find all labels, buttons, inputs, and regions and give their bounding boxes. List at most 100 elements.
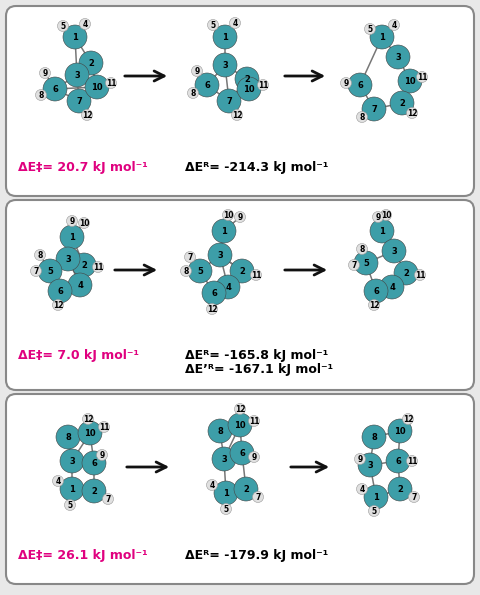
Circle shape — [230, 441, 254, 465]
Text: 11: 11 — [417, 73, 427, 82]
Text: ΔE’ᴿ= -167.1 kJ mol⁻¹: ΔE’ᴿ= -167.1 kJ mol⁻¹ — [185, 363, 333, 376]
Text: 1: 1 — [379, 227, 385, 236]
Circle shape — [93, 261, 104, 273]
Circle shape — [369, 506, 380, 516]
Circle shape — [369, 299, 380, 311]
Circle shape — [98, 421, 109, 433]
Circle shape — [386, 449, 410, 473]
Text: 10: 10 — [394, 427, 406, 436]
Circle shape — [394, 261, 418, 285]
Text: 7: 7 — [105, 494, 111, 503]
Circle shape — [388, 477, 412, 501]
Circle shape — [357, 243, 368, 255]
Text: 4: 4 — [391, 20, 396, 30]
Text: 9: 9 — [238, 212, 242, 221]
Circle shape — [415, 270, 425, 280]
Text: 9: 9 — [70, 217, 74, 226]
Text: 8: 8 — [371, 433, 377, 441]
Text: 10: 10 — [404, 77, 416, 86]
Circle shape — [80, 18, 91, 30]
Text: 9: 9 — [194, 67, 200, 76]
Text: 2: 2 — [81, 261, 87, 270]
Circle shape — [64, 499, 75, 511]
Circle shape — [213, 25, 237, 49]
Text: 1: 1 — [223, 488, 229, 497]
Circle shape — [56, 425, 80, 449]
Text: 6: 6 — [357, 80, 363, 89]
Circle shape — [229, 17, 240, 29]
Text: 11: 11 — [93, 262, 103, 271]
Text: 6: 6 — [91, 459, 97, 468]
Text: 2: 2 — [91, 487, 97, 496]
Text: 12: 12 — [407, 108, 417, 117]
Text: 10: 10 — [84, 428, 96, 437]
Text: 3: 3 — [395, 52, 401, 61]
Text: 5: 5 — [372, 506, 377, 515]
Circle shape — [235, 211, 245, 223]
Text: 3: 3 — [367, 461, 373, 469]
Text: 11: 11 — [251, 271, 261, 280]
Text: 2: 2 — [239, 267, 245, 275]
Text: 7: 7 — [226, 96, 232, 105]
Text: 5: 5 — [367, 24, 372, 33]
Circle shape — [68, 273, 92, 297]
Circle shape — [382, 239, 406, 263]
Text: 7: 7 — [371, 105, 377, 114]
Text: 9: 9 — [99, 450, 105, 459]
Circle shape — [35, 249, 46, 261]
Circle shape — [192, 65, 203, 77]
Text: 2: 2 — [397, 484, 403, 493]
Circle shape — [36, 89, 47, 101]
Circle shape — [202, 281, 226, 305]
Text: 4: 4 — [389, 283, 395, 292]
Text: 12: 12 — [53, 300, 63, 309]
Text: 4: 4 — [77, 280, 83, 290]
Circle shape — [72, 253, 96, 277]
Text: 12: 12 — [207, 305, 217, 314]
Circle shape — [48, 279, 72, 303]
Text: 6: 6 — [373, 287, 379, 296]
Text: 12: 12 — [369, 300, 379, 309]
Text: 4: 4 — [209, 481, 215, 490]
Circle shape — [223, 209, 233, 221]
Circle shape — [60, 449, 84, 473]
Circle shape — [381, 209, 392, 221]
Circle shape — [63, 25, 87, 49]
Circle shape — [60, 477, 84, 501]
Text: 9: 9 — [42, 68, 48, 77]
Text: 2: 2 — [403, 268, 409, 277]
Circle shape — [188, 259, 212, 283]
Text: 1: 1 — [69, 233, 75, 242]
Text: 4: 4 — [360, 484, 365, 493]
Text: 6: 6 — [204, 80, 210, 89]
Text: 8: 8 — [360, 112, 365, 121]
Circle shape — [52, 475, 63, 487]
Circle shape — [251, 270, 262, 280]
Circle shape — [249, 452, 260, 462]
Circle shape — [184, 252, 195, 262]
Circle shape — [257, 80, 268, 90]
Text: 8: 8 — [360, 245, 365, 253]
Circle shape — [96, 449, 108, 461]
Circle shape — [398, 69, 422, 93]
Text: 8: 8 — [37, 250, 43, 259]
Text: 12: 12 — [235, 405, 245, 414]
Circle shape — [228, 413, 252, 437]
Circle shape — [348, 259, 360, 271]
Text: 9: 9 — [358, 455, 362, 464]
Circle shape — [79, 218, 89, 228]
Circle shape — [206, 303, 217, 315]
Text: 10: 10 — [243, 84, 255, 93]
Circle shape — [83, 414, 94, 424]
Text: 1: 1 — [69, 484, 75, 493]
Circle shape — [208, 243, 232, 267]
Circle shape — [234, 477, 258, 501]
Circle shape — [31, 265, 41, 277]
Text: 3: 3 — [221, 455, 227, 464]
Circle shape — [38, 259, 62, 283]
Text: 9: 9 — [375, 212, 381, 221]
Text: 6: 6 — [395, 456, 401, 465]
Circle shape — [180, 265, 192, 277]
Circle shape — [417, 71, 428, 83]
Circle shape — [231, 109, 242, 121]
